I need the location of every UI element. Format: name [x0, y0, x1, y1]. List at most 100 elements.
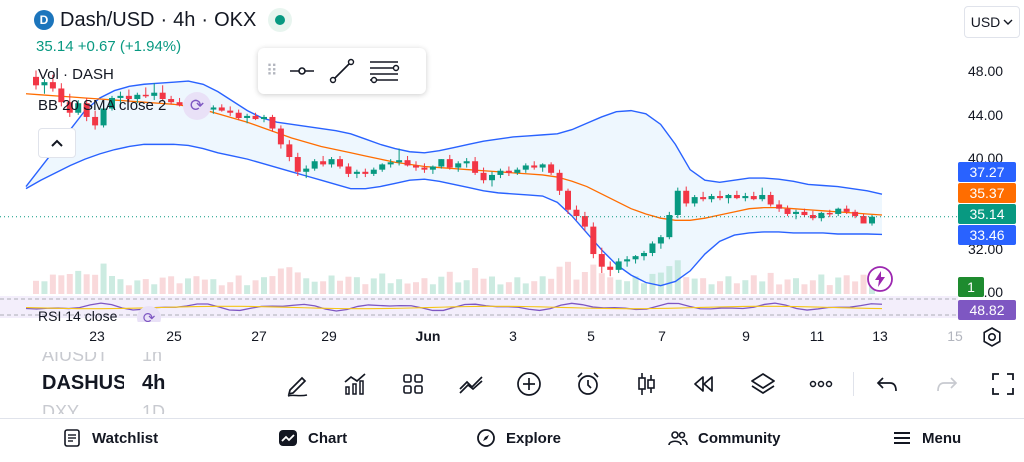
header-separator: · — [201, 8, 209, 31]
more-icon[interactable] — [806, 369, 836, 399]
volume-bar — [109, 276, 115, 294]
chart-pane[interactable] — [0, 0, 1024, 350]
add-icon[interactable] — [514, 369, 544, 399]
collapse-legend-button[interactable] — [38, 128, 76, 158]
price-summary: 35.14 +0.67 (+1.94%) — [36, 38, 181, 55]
symbol-picker-interval: 1D — [142, 402, 166, 414]
volume-bar — [142, 279, 149, 294]
symbol-name[interactable]: Dash/USD — [60, 8, 155, 31]
bb-legend[interactable]: BB 20 SMA close 2 — [38, 97, 167, 114]
candle-body — [421, 167, 428, 170]
alarm-icon[interactable] — [573, 369, 603, 399]
volume-bar — [835, 277, 842, 294]
candle-body — [134, 94, 141, 100]
symbol-picker-item[interactable]: AIUSDT 1h — [42, 352, 182, 366]
trend-line-tool-icon[interactable] — [328, 57, 356, 85]
volume-bar — [328, 275, 335, 294]
pencil-icon[interactable] — [283, 369, 313, 399]
candle-body — [683, 190, 690, 204]
volume-bar — [514, 277, 521, 294]
nav-explore[interactable]: Explore — [476, 428, 561, 448]
price-chart[interactable] — [0, 0, 1024, 350]
interval-label[interactable]: 4h — [173, 8, 196, 31]
time-axis-label: 23 — [89, 328, 105, 344]
candle-body — [49, 82, 56, 89]
rsi-legend[interactable]: RSI 14 close — [38, 308, 118, 321]
volume-bar — [277, 268, 284, 294]
chevron-down-icon — [1003, 19, 1013, 25]
volume-bar — [615, 279, 622, 294]
volume-bar — [776, 284, 783, 294]
candle-body — [818, 212, 825, 219]
volume-bar — [387, 283, 394, 294]
candle-body — [649, 243, 656, 253]
grid-layout-icon[interactable] — [398, 369, 428, 399]
dash-coin-icon: D — [34, 10, 54, 30]
price-axis-label: 48.00 — [968, 63, 1004, 79]
volume-bar — [370, 278, 377, 294]
candle-body — [320, 161, 327, 165]
volume-bar — [742, 280, 749, 294]
volume-bar — [294, 272, 301, 294]
market-status-icon[interactable] — [268, 8, 293, 32]
candle-body — [277, 128, 284, 145]
volume-bar — [92, 274, 99, 294]
drag-handle-icon[interactable]: ⠿ — [266, 63, 278, 80]
indicators-icon[interactable] — [340, 369, 370, 399]
chart-settings-icon[interactable] — [980, 325, 1004, 349]
lightning-icon[interactable] — [866, 265, 894, 293]
symbol-picker-item-selected[interactable]: DASHUS 4h — [42, 372, 182, 395]
time-axis-label: 25 — [166, 328, 182, 344]
volume-bar — [201, 279, 208, 294]
nav-watchlist[interactable]: Watchlist — [62, 428, 158, 448]
volume-bar — [666, 266, 673, 294]
candle-body — [615, 261, 622, 270]
volume-bar — [759, 281, 766, 294]
volume-bar — [244, 285, 251, 294]
volume-bar — [531, 281, 538, 294]
fib-tool-icon[interactable] — [368, 57, 400, 85]
candle-body — [472, 161, 479, 173]
currency-select[interactable]: USD — [964, 6, 1020, 38]
symbol-header[interactable]: D Dash/USD · 4h · OKX — [34, 8, 293, 32]
candle-body — [362, 171, 369, 174]
candle-body — [632, 256, 639, 260]
volume-bar — [210, 279, 217, 294]
volume-bar — [463, 280, 470, 294]
replay-icon[interactable] — [689, 369, 719, 399]
redo-icon[interactable] — [931, 369, 961, 399]
volume-bar — [860, 274, 867, 294]
time-axis[interactable] — [0, 322, 958, 350]
nav-chart[interactable]: Chart — [278, 428, 347, 448]
candle-body — [717, 196, 723, 199]
nav-community-label: Community — [698, 429, 781, 447]
volume-legend[interactable]: Vol · DASH — [38, 66, 114, 83]
horizontal-line-tool-icon[interactable] — [288, 61, 316, 81]
chart-icon — [279, 430, 297, 446]
candle-body — [708, 196, 715, 200]
candle-body — [657, 237, 664, 244]
compare-icon[interactable] — [456, 369, 486, 399]
candle-body — [505, 170, 512, 173]
layers-icon[interactable] — [748, 369, 778, 399]
volume-bar — [269, 276, 276, 294]
symbol-picker-item[interactable]: DXY 1D — [42, 402, 182, 414]
candle-body — [767, 194, 774, 205]
drawing-toolbar[interactable]: ⠿ — [258, 48, 426, 94]
candle-body — [387, 162, 394, 165]
nav-community[interactable]: Community — [668, 428, 781, 448]
volume-bar — [134, 280, 141, 294]
time-axis-label: 7 — [658, 328, 666, 344]
volume-bar — [446, 271, 453, 294]
candle-body — [151, 92, 158, 96]
rsi-pane-bg — [0, 296, 958, 318]
nav-menu[interactable]: Menu — [892, 428, 961, 448]
compass-icon — [477, 429, 495, 447]
volume-bar — [624, 281, 631, 294]
volume-bar — [75, 270, 82, 294]
candlestick-icon[interactable] — [631, 369, 661, 399]
volume-bar — [151, 284, 158, 294]
undo-icon[interactable] — [873, 369, 903, 399]
symbol-picker[interactable]: AIUSDT 1h DASHUS 4h DXY 1D — [42, 352, 182, 414]
fullscreen-icon[interactable] — [988, 369, 1018, 399]
